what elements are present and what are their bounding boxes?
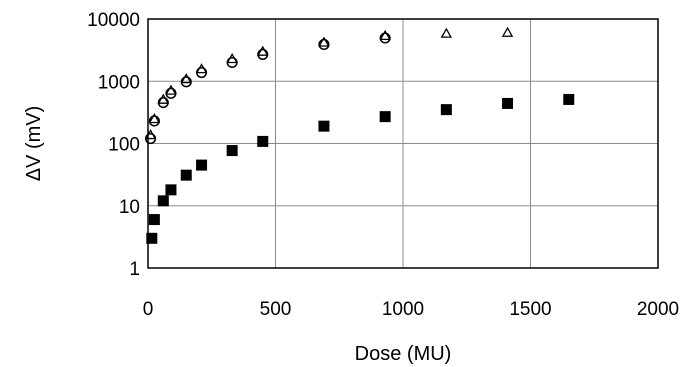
y-tick-label: 1 [129,259,140,280]
y-tick-labels: 1 10 100 1000 10000 [87,10,140,280]
circle-marker [148,115,160,127]
circle-marker [226,56,238,69]
y-tick-label: 1000 [98,72,140,93]
square-marker [226,145,238,157]
y-tick-label: 10 [119,197,140,218]
triangle-marker [501,26,514,37]
x-tick-label: 1500 [509,299,551,320]
x-tick-label: 0 [143,299,154,320]
triangle-marker [257,45,269,56]
circle-marker [196,66,208,79]
square-marker [157,195,169,207]
x-axis-label: Dose (MU) [355,343,452,365]
circle-marker [165,87,177,99]
circle-marker [379,32,391,44]
triangle-marker [318,36,330,47]
circle-marker [180,76,192,88]
square-marker [165,184,177,196]
triangle-marker [157,93,170,104]
data-points [144,26,575,244]
circle-marker [257,48,269,60]
square-marker [196,159,208,171]
circle-marker [157,96,169,109]
x-tick-label: 1000 [382,299,424,320]
x-tick-labels: 0 500 1000 1500 2000 [143,299,679,320]
y-tick-label: 10000 [87,10,140,31]
square-marker [146,232,158,244]
square-marker [563,93,575,105]
square-marker [318,120,330,132]
triangle-marker [440,27,453,38]
y-tick-label: 100 [108,135,140,156]
square-marker [257,135,269,147]
square-marker [379,111,391,123]
x-tick-label: 500 [260,299,292,320]
y-axis-label: ΔV (mV) [23,106,45,182]
grid [147,18,659,269]
triangle-marker [148,112,161,124]
square-marker [502,97,514,109]
x-tick-label: 2000 [637,299,679,320]
square-marker [440,104,452,116]
triangle-marker [180,73,192,84]
circle-marker [145,133,157,145]
square-marker [180,169,192,181]
square-marker [148,214,160,226]
plot-frame [147,18,659,269]
triangle-marker [165,84,177,95]
circle-marker [318,38,330,51]
triangle-marker [379,29,391,41]
